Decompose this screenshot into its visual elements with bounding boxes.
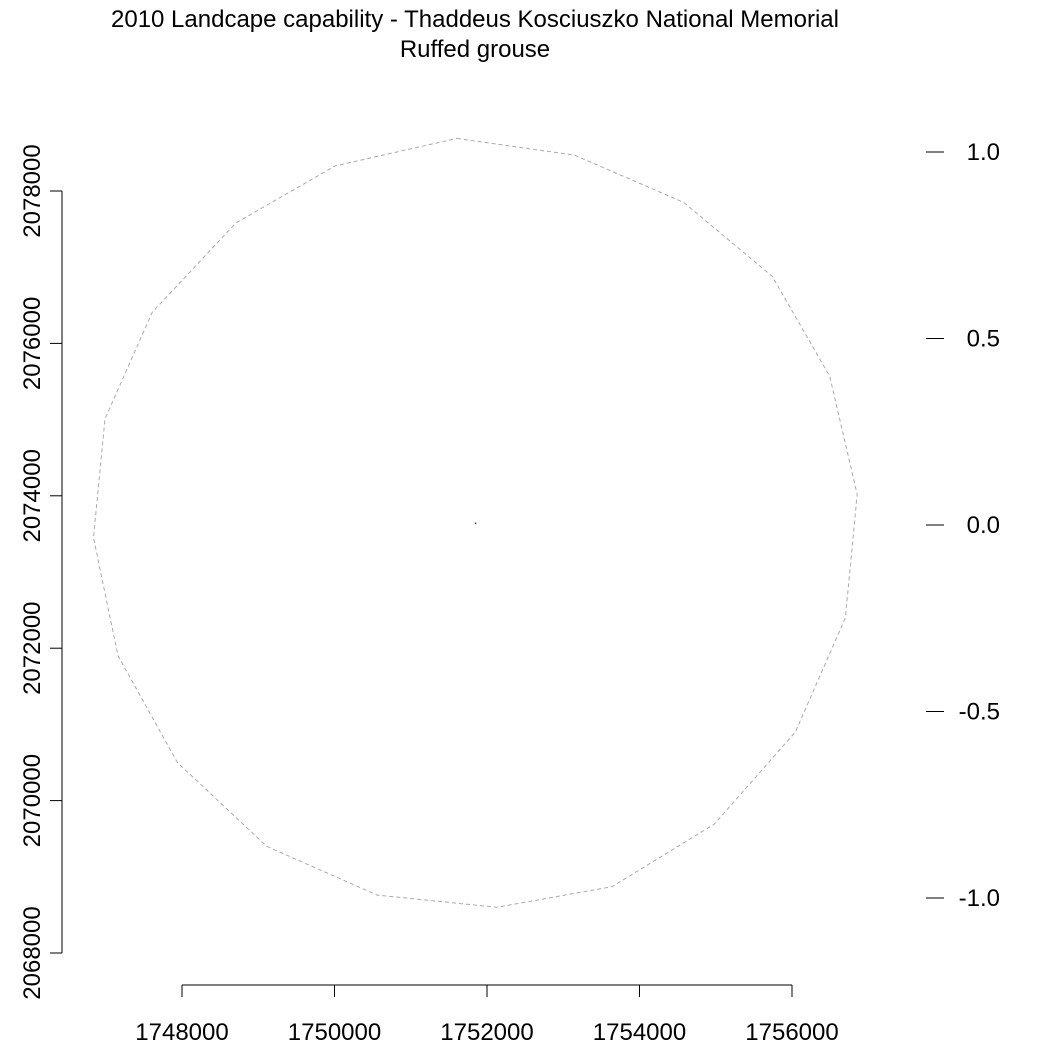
x-tick-label: 1756000 <box>745 1019 838 1046</box>
chart-subtitle: Ruffed grouse <box>400 36 550 63</box>
legend-tick-label: 1.0 <box>967 139 1000 166</box>
x-tick-label: 1754000 <box>593 1019 686 1046</box>
legend-tick-label: -0.5 <box>959 699 1000 726</box>
center-point <box>474 522 477 524</box>
x-tick-label: 1750000 <box>288 1019 381 1046</box>
legend-scale: 1.0 0.5 0.0 -0.5 -1.0 <box>926 139 1000 912</box>
y-axis: 2068000 2070000 2072000 2074000 2076000 20780… <box>19 144 63 1000</box>
memorial-boundary <box>92 137 858 908</box>
legend-tick-label: 0.0 <box>967 512 1000 539</box>
y-tick-label: 2078000 <box>19 144 46 237</box>
chart-title: 2010 Landcape capability - Thaddeus Kosc… <box>111 6 839 33</box>
y-tick-label: 2070000 <box>19 754 46 847</box>
x-axis: 1748000 1750000 1752000 1754000 1756000 <box>135 984 839 1046</box>
y-tick-label: 2074000 <box>19 449 46 542</box>
y-tick-label: 2076000 <box>19 297 46 390</box>
x-tick-label: 1748000 <box>135 1019 228 1046</box>
boundary-layer <box>92 137 858 908</box>
y-tick-label: 2072000 <box>19 601 46 694</box>
legend-tick-label: -1.0 <box>959 885 1000 912</box>
x-tick-label: 1752000 <box>440 1019 533 1046</box>
legend-tick-label: 0.5 <box>967 326 1000 353</box>
y-tick-label: 2068000 <box>19 906 46 999</box>
